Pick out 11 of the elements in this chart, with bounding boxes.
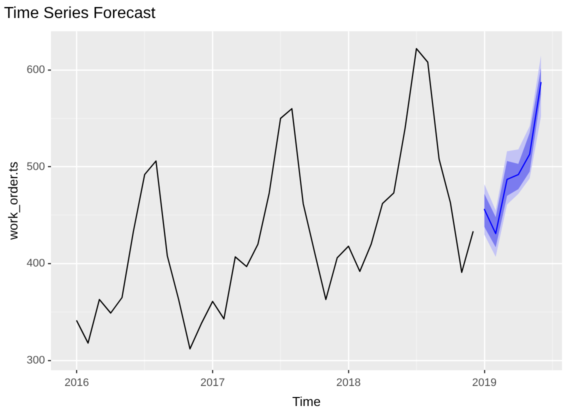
y-tick-label: 400: [26, 258, 45, 270]
x-axis-title: Time: [292, 394, 321, 409]
y-tick-label: 300: [26, 354, 45, 367]
x-tick-label: 2016: [64, 376, 89, 389]
y-tick-label: 500: [26, 160, 45, 173]
y-axis-title: work_order.ts: [5, 161, 20, 241]
x-tick-label: 2018: [336, 376, 361, 389]
chart-title: Time Series Forecast: [4, 5, 156, 22]
y-tick-label: 600: [26, 64, 45, 76]
x-tick-label: 2019: [472, 376, 497, 389]
x-tick-label: 2017: [200, 376, 225, 389]
